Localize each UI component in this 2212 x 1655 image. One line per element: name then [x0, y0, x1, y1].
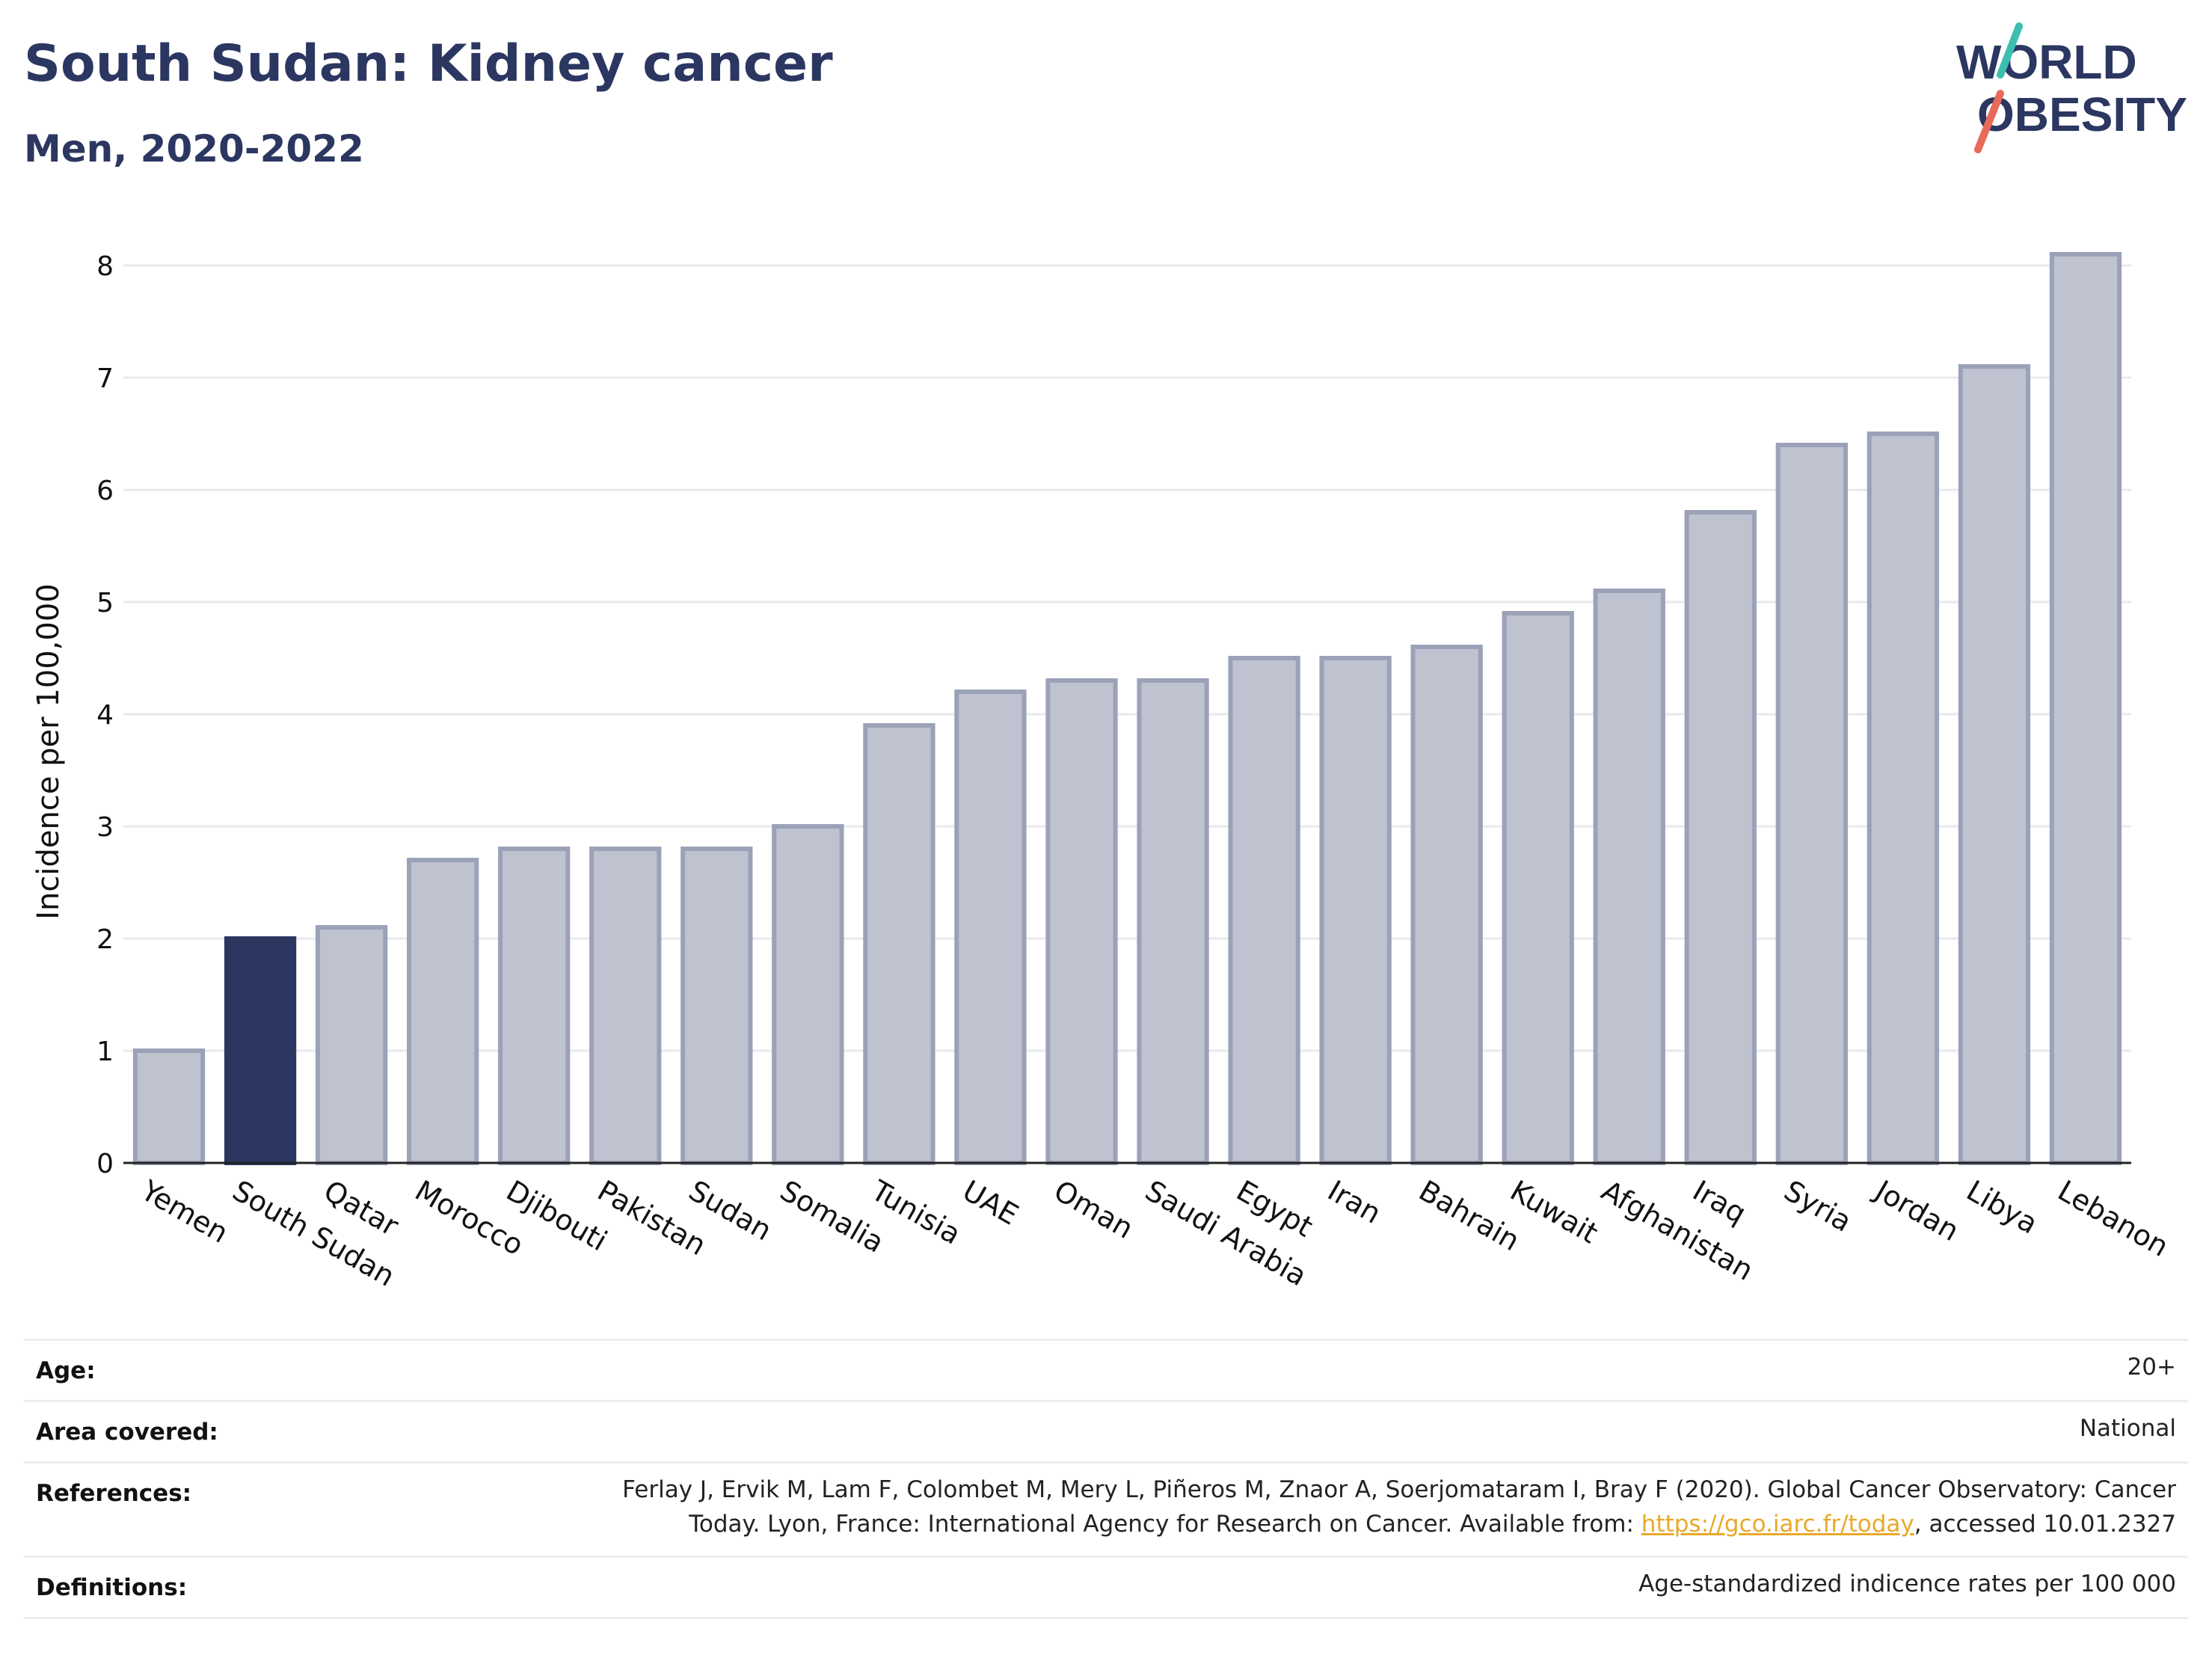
bar-sudan: [681, 847, 753, 1165]
area-label: Area covered:: [36, 1419, 218, 1446]
y-tick-label: 4: [96, 700, 114, 731]
page-subtitle: Men, 2020-2022: [24, 127, 364, 171]
bar-afghanistan: [1593, 589, 1665, 1165]
x-tick-label: Yemen: [135, 1173, 234, 1250]
y-axis-ticks: 0 1 2 3 4 5 6 7 8: [96, 251, 114, 1179]
definitions-value: Age-standardized indicence rates per 100…: [1638, 1570, 2176, 1597]
y-tick-label: 6: [96, 476, 114, 506]
bar-syria: [1775, 443, 1848, 1165]
bar-bahrain: [1410, 645, 1483, 1165]
info-row-age: Age: 20+: [24, 1339, 2188, 1402]
x-tick-label: UAE: [957, 1174, 1024, 1232]
bar-kuwait: [1502, 611, 1574, 1165]
info-row-definitions: Definitions: Age-standardized indicence …: [24, 1556, 2188, 1619]
y-axis-label: Incidence per 100,000: [31, 583, 66, 920]
info-bottom-divider: [24, 1617, 2188, 1619]
bar-qatar: [315, 925, 388, 1165]
bar-djibouti: [498, 847, 571, 1165]
definitions-label: Definitions:: [36, 1574, 188, 1601]
bar-somalia: [772, 824, 844, 1165]
age-value: 20+: [2127, 1354, 2176, 1381]
x-tick-label: Iraq: [1687, 1174, 1751, 1230]
logo-line1: WORLD: [1956, 35, 2137, 89]
bar-oman: [1045, 678, 1118, 1165]
bar-jordan: [1867, 432, 1940, 1165]
references-line2: Today. Lyon, France: International Agenc…: [689, 1511, 2176, 1538]
bar-libya: [1958, 364, 2031, 1165]
bar-morocco: [407, 858, 479, 1165]
x-tick-label: Oman: [1048, 1174, 1139, 1245]
y-tick-label: 7: [96, 363, 114, 394]
bar-saudi-arabia: [1137, 678, 1209, 1165]
x-tick-label: Syria: [1778, 1174, 1857, 1238]
bar-iraq: [1684, 510, 1757, 1165]
bar-south-sudan: [224, 936, 297, 1165]
bar-tunisia: [863, 723, 936, 1165]
info-row-references: References: Ferlay J, Ervik M, Lam F, Co…: [24, 1461, 2188, 1558]
bar-uae: [954, 690, 1027, 1165]
y-tick-label: 2: [96, 924, 114, 955]
y-tick-label: 3: [96, 812, 114, 843]
y-tick-label: 8: [96, 251, 114, 282]
x-tick-label: Jordan: [1869, 1173, 1964, 1248]
bars: [132, 252, 2122, 1165]
y-tick-label: 5: [96, 588, 114, 618]
bar-iran: [1319, 656, 1392, 1165]
y-tick-label: 1: [96, 1037, 114, 1067]
x-tick-label: Somalia: [775, 1174, 890, 1259]
age-label: Age:: [36, 1357, 96, 1384]
x-tick-label: Iran: [1322, 1174, 1386, 1230]
x-tick-label: Lebanon: [2052, 1174, 2174, 1263]
page-title: South Sudan: Kidney cancer: [24, 34, 833, 93]
references-text: Ferlay J, Ervik M, Lam F, Colombet M, Me…: [622, 1473, 2176, 1541]
bar-yemen: [132, 1048, 206, 1165]
bar-lebanon: [2049, 252, 2122, 1165]
bar-egypt: [1228, 656, 1300, 1165]
logo-line2: OBESITY: [1977, 87, 2187, 141]
x-tick-label: Libya: [1961, 1174, 2043, 1241]
references-link[interactable]: https://gco.iarc.fr/today: [1641, 1511, 1914, 1538]
references-label: References:: [36, 1480, 192, 1507]
x-tick-label: Bahrain: [1413, 1174, 1525, 1258]
references-line1: Ferlay J, Ervik M, Lam F, Colombet M, Me…: [622, 1476, 2176, 1503]
world-obesity-logo: WORLD OBESITY: [1956, 22, 2187, 153]
bar-pakistan: [589, 847, 662, 1165]
area-value: National: [2079, 1415, 2176, 1442]
info-row-area: Area covered: National: [24, 1400, 2188, 1464]
y-tick-label: 0: [96, 1149, 114, 1179]
